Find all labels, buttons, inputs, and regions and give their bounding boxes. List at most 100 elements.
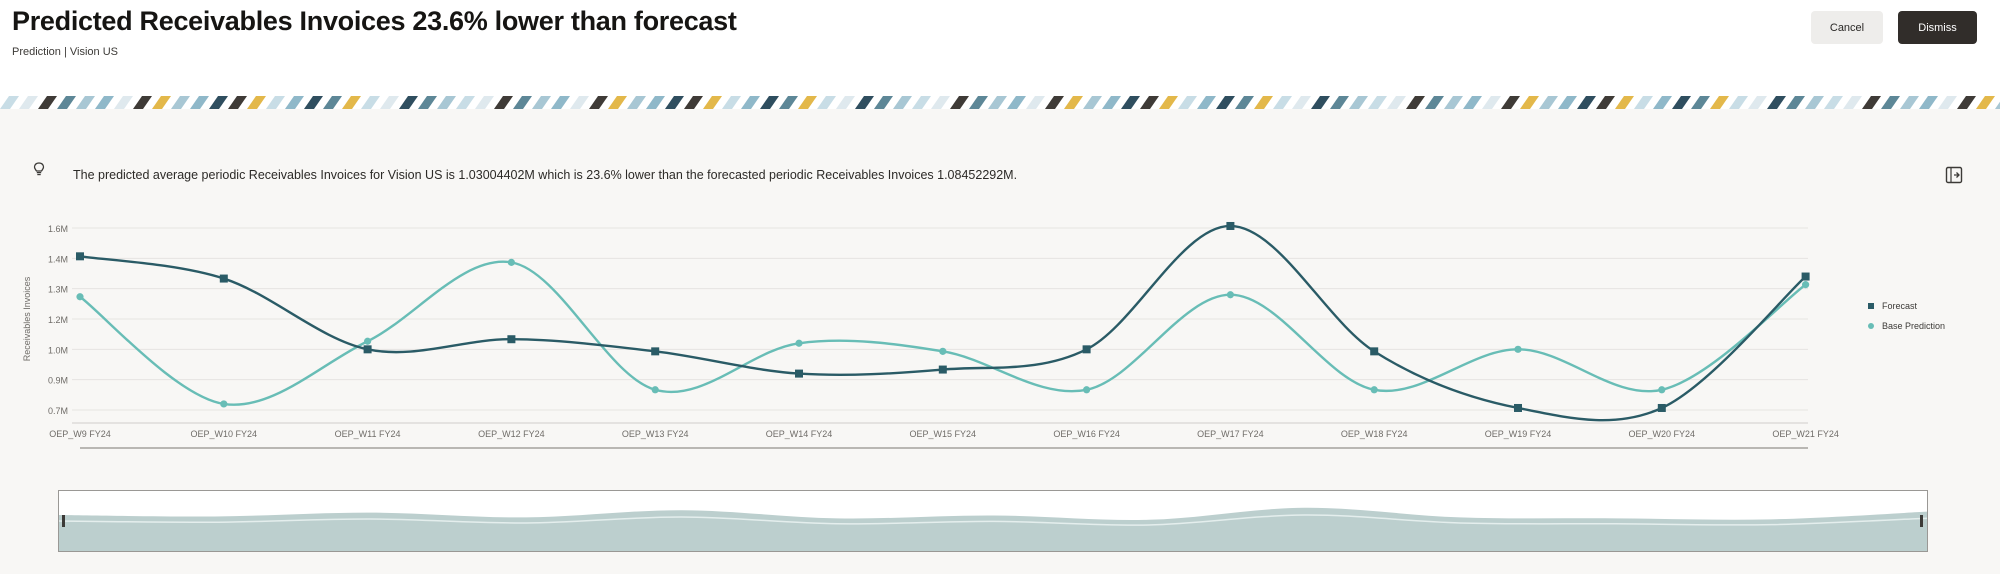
forecast-point — [1514, 403, 1522, 412]
y-tick-label: 0.9M — [48, 376, 68, 386]
decorative-pattern-band — [0, 96, 2000, 109]
band-stripe — [893, 96, 912, 109]
band-stripe — [1558, 96, 1577, 109]
band-stripe — [114, 96, 133, 109]
band-stripe — [418, 96, 437, 109]
forecast-point — [219, 274, 228, 283]
band-stripe — [399, 96, 418, 109]
band-stripe — [1520, 96, 1539, 109]
band-stripe — [513, 96, 532, 109]
legend-label: Base Prediction — [1882, 321, 1945, 331]
band-stripe — [1349, 96, 1368, 109]
band-stripe — [342, 96, 361, 109]
band-stripe — [190, 96, 209, 109]
x-tick-label: OEP_W18 FY24 — [1341, 429, 1408, 439]
band-stripe — [1026, 96, 1045, 109]
band-stripe — [1482, 96, 1501, 109]
x-tick-label: OEP_W21 FY24 — [1772, 429, 1839, 439]
x-tick-label: OEP_W20 FY24 — [1629, 429, 1696, 439]
lightbulb-icon — [33, 162, 45, 176]
chart-overview-scrollbar[interactable] — [58, 490, 1928, 552]
base-prediction-point — [795, 339, 803, 347]
band-stripe — [532, 96, 551, 109]
band-stripe — [1501, 96, 1520, 109]
band-stripe — [1596, 96, 1615, 109]
band-stripe — [494, 96, 513, 109]
band-stripe — [380, 96, 399, 109]
base-prediction-point — [364, 337, 372, 345]
band-stripe — [1691, 96, 1710, 109]
band-stripe — [646, 96, 665, 109]
band-stripe — [589, 96, 608, 109]
page-title: Predicted Receivables Invoices 23.6% low… — [12, 6, 737, 36]
band-stripe — [228, 96, 247, 109]
y-tick-label: 1.4M — [48, 254, 68, 264]
export-icon[interactable] — [1944, 165, 1964, 185]
band-stripe — [1748, 96, 1767, 109]
band-stripe — [1767, 96, 1786, 109]
dismiss-button[interactable]: Dismiss — [1898, 11, 1977, 44]
band-stripe — [1406, 96, 1425, 109]
legend-marker-forecast — [1868, 303, 1874, 309]
y-tick-label: 1.0M — [48, 345, 68, 355]
x-tick-label: OEP_W15 FY24 — [910, 429, 977, 439]
band-stripe — [703, 96, 722, 109]
band-stripe — [1995, 101, 2000, 109]
dialog-header: Predicted Receivables Invoices 23.6% low… — [0, 0, 2000, 96]
band-stripe — [1216, 96, 1235, 109]
band-stripe — [1938, 96, 1957, 109]
base-prediction-point — [1226, 291, 1234, 299]
band-stripe — [247, 96, 266, 109]
x-tick-label: OEP_W16 FY24 — [1053, 429, 1120, 439]
x-tick-label: OEP_W11 FY24 — [335, 429, 401, 439]
receivables-line-chart: 0.7M 0.9M 1.0M 1.2M 1.3M 1.4M 1.6M Receivables … — [22, 221, 1945, 449]
cancel-button[interactable]: Cancel — [1811, 11, 1883, 44]
band-stripe — [1007, 96, 1026, 109]
band-stripe — [931, 96, 950, 109]
band-stripe — [1368, 96, 1387, 109]
forecast-point — [1226, 221, 1235, 230]
band-stripe — [627, 96, 646, 109]
band-stripe — [836, 96, 855, 109]
base-prediction-point — [1514, 345, 1522, 353]
band-stripe — [57, 96, 76, 109]
band-stripe — [1197, 96, 1216, 109]
forecast-point — [795, 369, 803, 378]
band-stripe — [874, 96, 893, 109]
band-stripe — [19, 96, 38, 109]
band-stripe — [988, 96, 1007, 109]
band-stripe — [1615, 96, 1634, 109]
band-stripe — [608, 96, 627, 109]
x-tick-label: OEP_W10 FY24 — [191, 429, 258, 439]
band-stripe — [1178, 96, 1197, 109]
band-stripe — [1083, 96, 1102, 109]
band-stripe — [1824, 96, 1843, 109]
band-stripe — [969, 96, 988, 109]
band-stripe — [912, 96, 931, 109]
band-stripe — [950, 96, 969, 109]
band-stripe — [1577, 96, 1596, 109]
forecast-point — [363, 345, 372, 354]
band-stripe — [38, 96, 57, 109]
forecast-point — [507, 335, 516, 344]
base-prediction-point — [651, 386, 659, 394]
x-tick-label: OEP_W19 FY24 — [1485, 429, 1552, 439]
band-stripe — [855, 96, 874, 109]
band-stripe — [475, 96, 494, 109]
x-tick-label: OEP_W12 FY24 — [478, 429, 545, 439]
base-prediction-point — [220, 400, 228, 408]
overview-right-handle — [1920, 515, 1923, 527]
band-stripe — [1387, 96, 1406, 109]
band-stripe — [1254, 96, 1273, 109]
base-prediction-point — [1802, 281, 1810, 289]
series-line-forecast — [79, 224, 1807, 422]
overview-area — [59, 507, 1927, 551]
band-stripe — [1786, 96, 1805, 109]
band-stripe — [1957, 96, 1976, 109]
y-tick-label: 0.7M — [48, 406, 68, 416]
band-stripe — [1330, 96, 1349, 109]
base-prediction-point — [1658, 386, 1666, 394]
forecast-point — [651, 347, 660, 356]
band-stripe — [1159, 96, 1178, 109]
band-stripe — [456, 96, 475, 109]
